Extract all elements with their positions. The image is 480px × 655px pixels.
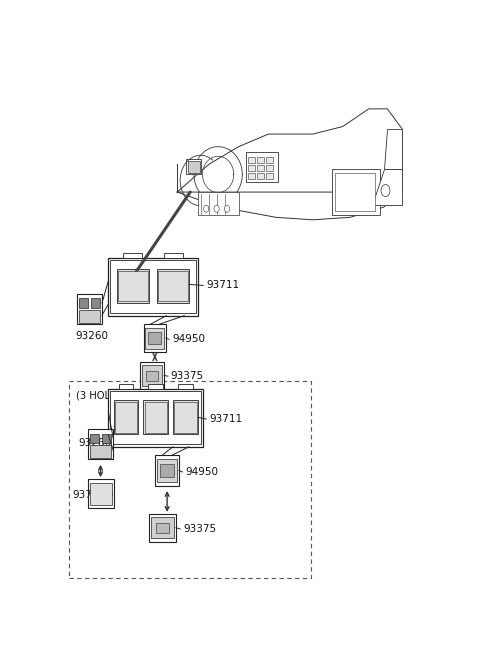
Bar (88, 479, 114, 508)
Bar (140, 362, 164, 389)
Text: 93260: 93260 (79, 438, 111, 448)
Bar (88, 429, 113, 459)
Bar (90, 434, 99, 443)
Bar (144, 400, 168, 434)
Bar (332, 170, 380, 215)
Text: 93375: 93375 (171, 371, 204, 381)
Bar (164, 253, 183, 257)
Bar (144, 402, 167, 432)
Polygon shape (372, 170, 402, 204)
Bar (91, 299, 99, 308)
Bar (188, 161, 200, 173)
Circle shape (204, 205, 209, 212)
Bar (266, 174, 273, 179)
Bar (156, 523, 169, 533)
Bar (90, 483, 112, 505)
Bar (79, 310, 99, 323)
Bar (114, 400, 138, 434)
Bar (77, 294, 102, 324)
Bar (257, 157, 264, 163)
Bar (118, 271, 148, 301)
Bar (148, 332, 161, 344)
Text: 93260: 93260 (76, 331, 108, 341)
Bar (266, 157, 273, 163)
Bar (173, 400, 198, 434)
Bar (90, 445, 111, 458)
Bar (123, 253, 143, 257)
Bar (257, 174, 264, 179)
Text: 94950: 94950 (172, 334, 205, 345)
Bar (102, 434, 111, 443)
Bar (145, 328, 164, 348)
Bar (246, 152, 277, 182)
Circle shape (381, 185, 390, 196)
Bar (257, 165, 264, 172)
Bar (178, 384, 193, 389)
Bar (248, 157, 254, 163)
Bar (69, 381, 311, 578)
Bar (115, 402, 137, 432)
Bar (158, 271, 188, 301)
Bar (148, 384, 163, 389)
Text: 93711: 93711 (209, 414, 242, 424)
Text: 93375: 93375 (183, 524, 216, 534)
Bar (79, 299, 88, 308)
Polygon shape (384, 129, 402, 170)
Bar (157, 269, 189, 303)
Circle shape (214, 205, 219, 212)
Bar (157, 459, 177, 482)
Bar (186, 159, 202, 174)
Bar (155, 455, 179, 485)
Bar (119, 384, 133, 389)
Bar (110, 260, 196, 313)
Circle shape (225, 205, 229, 212)
Bar (117, 269, 149, 303)
Bar (198, 192, 239, 215)
Text: 93755D: 93755D (72, 490, 113, 500)
Bar (174, 402, 197, 432)
Bar (110, 391, 202, 444)
Bar (248, 165, 254, 172)
Bar (144, 324, 166, 352)
Bar (149, 514, 176, 542)
Bar (266, 165, 273, 172)
Text: (3 HOLE): (3 HOLE) (76, 390, 120, 400)
Bar (108, 257, 198, 316)
Bar (335, 174, 375, 211)
Bar (151, 517, 174, 538)
Bar (160, 464, 174, 477)
Text: 94950: 94950 (185, 467, 218, 477)
Bar (142, 365, 162, 386)
Bar (108, 389, 203, 447)
Text: 93711: 93711 (206, 280, 240, 290)
Bar (146, 371, 158, 381)
Bar (248, 174, 254, 179)
